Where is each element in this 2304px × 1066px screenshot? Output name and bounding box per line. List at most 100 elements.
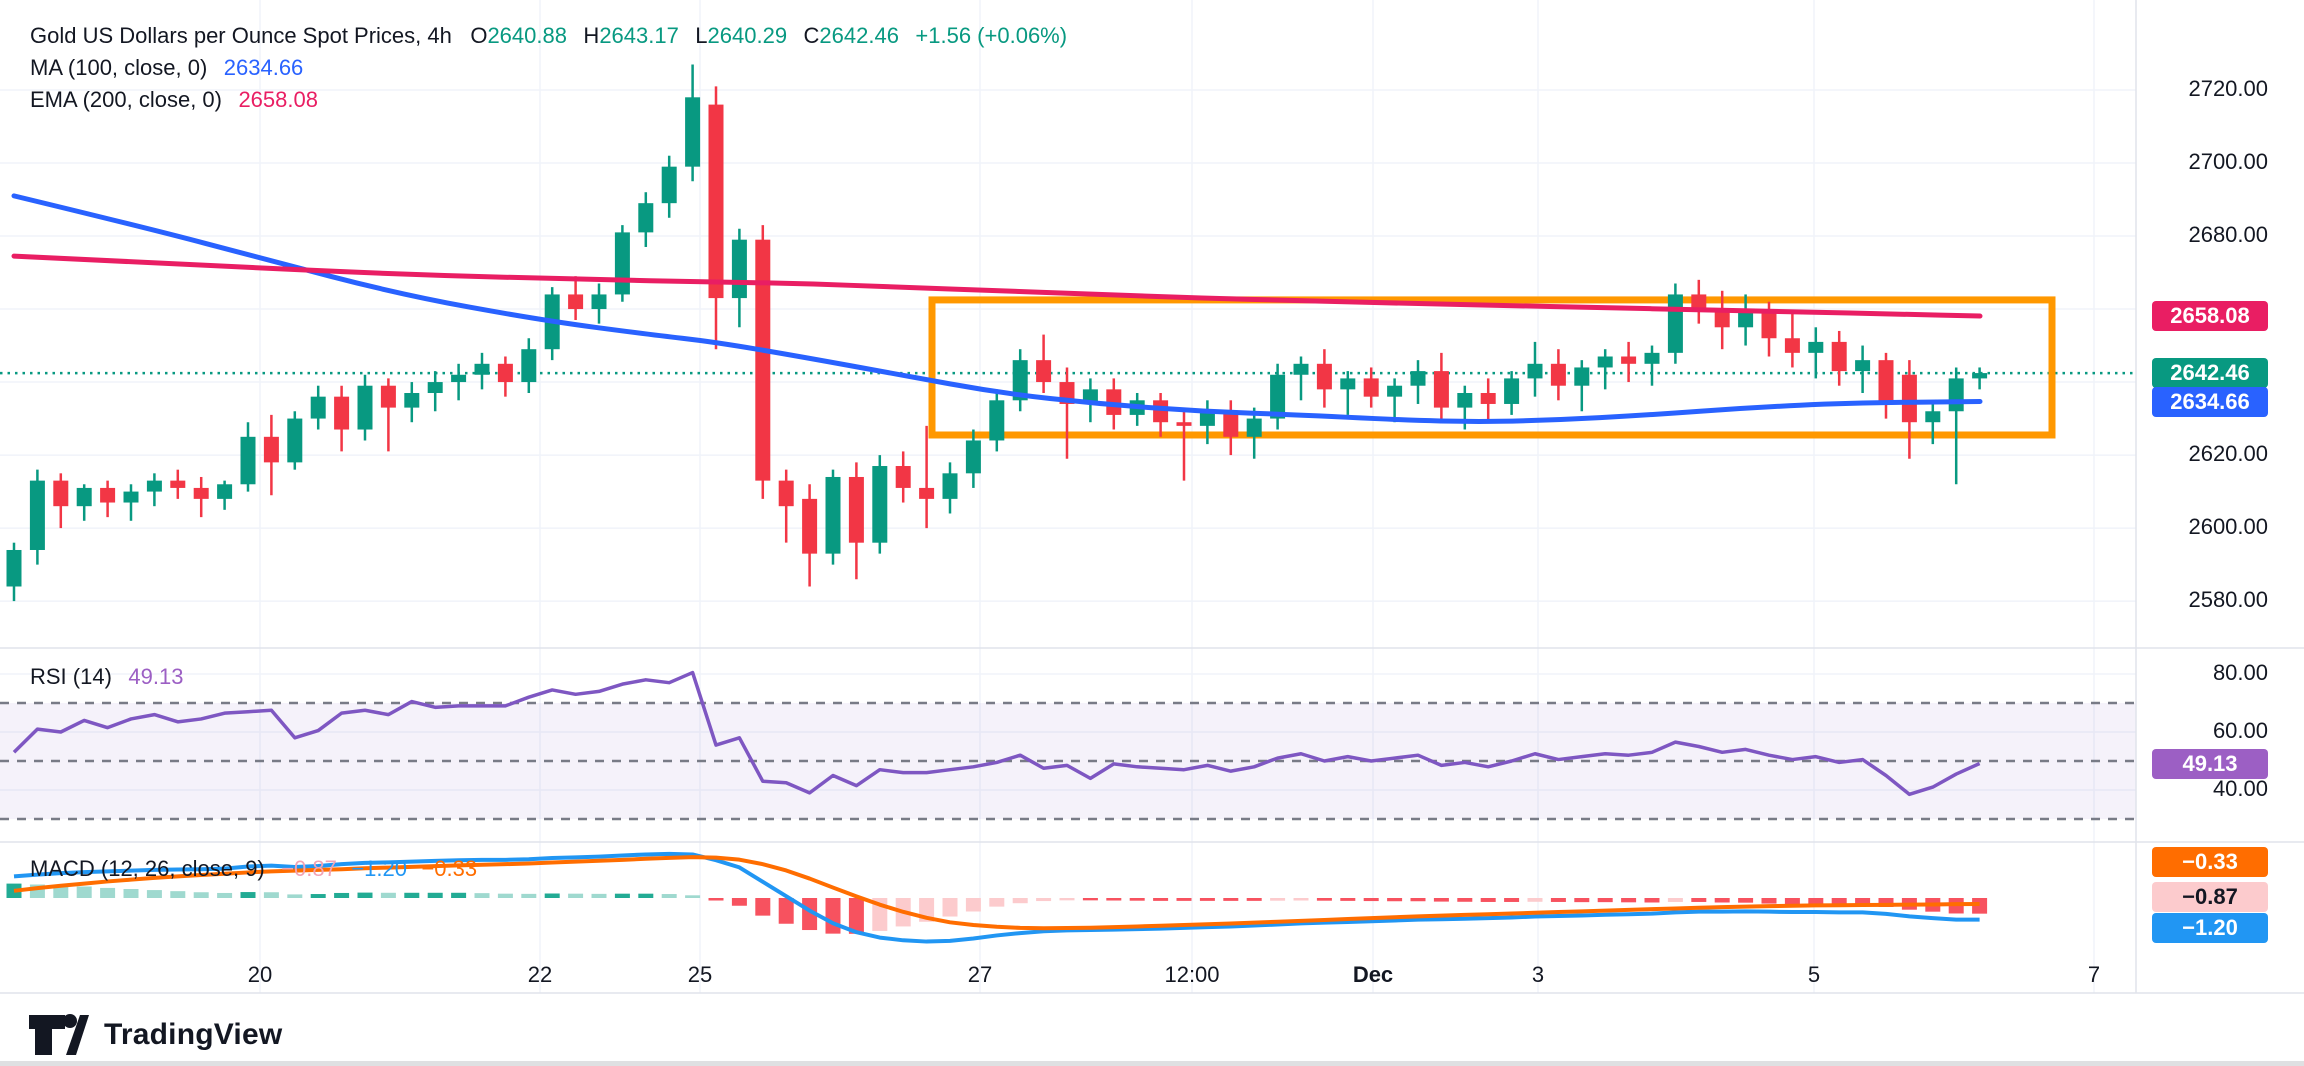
candle-body	[989, 400, 1005, 441]
rsi-axis-label: 60.00	[2212, 718, 2268, 743]
candle-body	[1316, 363, 1332, 390]
candle-body	[287, 418, 303, 463]
rsi-band	[0, 703, 2136, 819]
price-axis-label: 2580.00	[2188, 587, 2268, 613]
price-axis-label: 2600.00	[2188, 514, 2268, 540]
candle-body	[1387, 385, 1403, 397]
candle-body	[848, 476, 864, 543]
candle-body	[825, 476, 841, 554]
candle-body	[427, 382, 443, 394]
candle-body	[1714, 309, 1730, 328]
macd-histogram-bar	[1480, 898, 1496, 902]
candle-body	[1925, 411, 1941, 423]
macd-histogram-bar	[193, 892, 209, 898]
macd-histogram-bar	[708, 898, 724, 901]
candle-body	[919, 487, 935, 499]
macd-histogram-bar	[989, 898, 1005, 907]
candle-body	[872, 466, 888, 543]
candle-body	[53, 480, 69, 507]
rsi-axis-label: 40.00	[2212, 776, 2268, 801]
candle-body	[1831, 341, 1847, 372]
time-axis-label[interactable]: 27	[967, 962, 993, 987]
candle-body	[1855, 360, 1871, 372]
candle-body	[1878, 360, 1894, 404]
candle-body	[474, 363, 490, 375]
ma-value: 2634.66	[223, 55, 304, 80]
macd-label: MACD (12, 26, close, 9)	[30, 856, 265, 881]
candle-body	[1270, 374, 1286, 419]
macd-histogram-bar	[217, 892, 233, 898]
candle-body	[404, 393, 420, 408]
macd-histogram-bar	[848, 898, 864, 934]
macd-histogram-bar	[1855, 898, 1871, 906]
time-axis-label[interactable]: 5	[1807, 962, 1821, 987]
macd-histogram-bar	[614, 893, 630, 898]
symbol-title: Gold US Dollars per Ounce Spot Prices, 4…	[30, 23, 452, 48]
tradingview-logo-icon	[29, 1014, 89, 1055]
last-price-badge: 2642.46	[2152, 358, 2268, 388]
macd-signal-line	[13, 855, 1980, 931]
symbol-legend[interactable]: Gold US Dollars per Ounce Spot Prices, 4…	[30, 20, 1067, 116]
macd-histogram-bar	[1340, 898, 1356, 901]
macd-histogram-bar	[1223, 898, 1239, 901]
macd-histogram-bar	[825, 898, 841, 934]
macd-histogram-bar	[123, 889, 139, 898]
macd-histogram-bar	[76, 886, 92, 898]
macd-legend[interactable]: MACD (12, 26, close, 9) −0.87 −1.20 −0.3…	[30, 856, 477, 882]
ema-legend-row[interactable]: EMA (200, close, 0) 2658.08	[30, 84, 1067, 116]
bottom-strip	[0, 1061, 2304, 1066]
rsi-legend[interactable]: RSI (14) 49.13	[30, 664, 183, 690]
candle-body	[1106, 389, 1122, 415]
macd-histogram-bar	[1433, 898, 1449, 902]
macd-histogram-bar	[451, 892, 467, 898]
macd-histogram-bar	[497, 893, 513, 898]
candle-body	[755, 239, 771, 481]
ma-legend-row[interactable]: MA (100, close, 0) 2634.66	[30, 52, 1067, 84]
macd-histogram-bar	[263, 892, 279, 898]
candle-body	[240, 436, 256, 485]
open-label: O	[470, 23, 488, 48]
time-axis-label[interactable]: 22	[527, 962, 553, 987]
ema-value: 2658.08	[238, 87, 318, 112]
candle-body	[1504, 378, 1520, 404]
time-axis-label[interactable]: 3	[1531, 962, 1545, 987]
candle-body	[1457, 393, 1473, 408]
symbol-title-row: Gold US Dollars per Ounce Spot Prices, 4…	[30, 20, 1067, 52]
price-axis-label: 2680.00	[2188, 222, 2268, 248]
time-axis-label[interactable]: 25	[687, 962, 713, 987]
candle-body	[1621, 356, 1637, 364]
close-label: C	[803, 23, 820, 48]
time-axis-label[interactable]: 12:00	[1164, 962, 1220, 987]
macd-histogram-bar	[146, 890, 162, 898]
price-axis-label: 2720.00	[2188, 76, 2268, 101]
candle-body	[1784, 338, 1800, 353]
candle-body	[1738, 312, 1754, 328]
macd-histogram-bar	[1738, 898, 1754, 903]
time-axis-label[interactable]: 20	[247, 962, 273, 987]
macd-histogram-bar	[380, 892, 396, 898]
time-axis-label[interactable]: 7	[2087, 962, 2101, 987]
macd-histogram-bar	[310, 894, 326, 898]
macd-histogram-bar	[240, 892, 256, 898]
time-axis-label[interactable]: Dec	[1352, 962, 1394, 987]
macd-line-value: −1.20	[351, 856, 407, 881]
macd-histogram-bar	[404, 892, 420, 898]
candle-body	[29, 480, 45, 550]
macd-histogram-bar	[1457, 898, 1473, 902]
macd-histogram-bar	[1410, 898, 1426, 902]
tradingview-footer[interactable]: TradingView	[28, 1012, 282, 1058]
candle-body	[1223, 411, 1239, 437]
candle-body	[1199, 411, 1215, 426]
macd-histogram-bar	[1106, 898, 1122, 901]
macd-histogram-bar	[942, 898, 958, 917]
macd-histogram-bar	[1808, 898, 1824, 905]
macd-histogram-bar	[1129, 898, 1145, 901]
highlight-box-annotation[interactable]	[928, 296, 2056, 439]
candle-body	[1691, 294, 1707, 310]
macd-histogram-bar	[1316, 898, 1332, 901]
macd-histogram-bar	[427, 892, 443, 898]
candle-body	[661, 166, 677, 204]
candle-body	[380, 385, 396, 408]
candle-body	[357, 385, 373, 430]
